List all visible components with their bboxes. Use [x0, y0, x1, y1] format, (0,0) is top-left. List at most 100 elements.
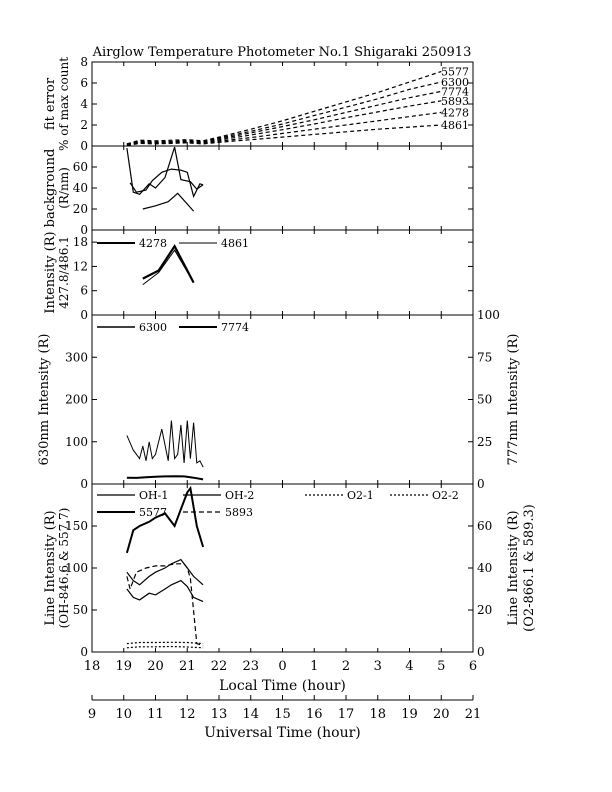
panel-frame-intensity-red — [91, 314, 474, 485]
series-line-6300 — [126, 81, 442, 145]
xtick-label-local: 0 — [278, 659, 286, 674]
xtick-label-ut: 11 — [147, 707, 164, 722]
xtick-label-ut: 18 — [369, 707, 386, 722]
legend-label-4861: 4861 — [221, 237, 249, 250]
series-label-5893: 5893 — [441, 95, 469, 108]
xtick-label-local: 1 — [310, 659, 318, 674]
series-label-4861: 4861 — [441, 119, 469, 132]
legend-label-OH-1: OH-1 — [139, 489, 168, 502]
series-line-6300 — [126, 420, 204, 468]
series-line-background-0 — [126, 146, 204, 195]
series-line-O2-2 — [126, 645, 204, 649]
series-line-5893 — [126, 563, 204, 647]
chart-title: Airglow Temperature Photometer No.1 Shig… — [92, 45, 472, 60]
xtick-label-ut: 20 — [433, 707, 450, 722]
ytick-label: 100 — [65, 435, 88, 449]
series-label-7774: 7774 — [441, 85, 469, 98]
series-line-7774 — [126, 475, 204, 481]
xtick-label-local: 19 — [115, 659, 132, 674]
legend-label-OH-2: OH-2 — [225, 489, 254, 502]
legend-label-O2-2: O2-2 — [432, 489, 459, 502]
ytick-label: 40 — [73, 181, 88, 195]
ytick-label: 0 — [80, 308, 88, 322]
xtick-label-local: 22 — [211, 659, 228, 674]
ytick-label-right: 75 — [477, 350, 492, 364]
ylabel: Line Intensity (R) — [43, 510, 58, 625]
ytick-label: 0 — [80, 645, 88, 659]
legend-label-5893: 5893 — [225, 506, 253, 519]
ytick-label: 60 — [73, 160, 88, 174]
ytick-label: 0 — [80, 223, 88, 237]
series-line-OH-2 — [126, 558, 204, 586]
series-line-background-1 — [129, 168, 204, 199]
ytick-label: 100 — [65, 561, 88, 575]
ylabel-sub: 427.8/486.1 — [57, 236, 71, 309]
ylabel: Intensity (R) — [43, 231, 58, 313]
xtick-label-ut: 14 — [242, 707, 259, 722]
ytick-label: 8 — [80, 55, 88, 69]
series-label-4278: 4278 — [441, 106, 469, 119]
xtick-label-ut: 19 — [401, 707, 418, 722]
xtick-label-ut: 9 — [88, 707, 96, 722]
ytick-label: 150 — [65, 519, 88, 533]
xtick-label-ut: 13 — [211, 707, 228, 722]
xtick-label-local: 4 — [405, 659, 413, 674]
ytick-label: 50 — [73, 603, 88, 617]
ytick-label: 6 — [80, 284, 88, 298]
series-line-4861 — [126, 124, 442, 147]
xtick-label-ut: 21 — [465, 707, 482, 722]
ytick-label-right: 0 — [477, 645, 485, 659]
xtick-label-ut: 10 — [115, 707, 132, 722]
xtick-label-local: 6 — [469, 659, 477, 674]
series-line-4278 — [142, 244, 195, 284]
ylabel-right: Line Intensity (R) — [506, 510, 521, 625]
ytick-label: 200 — [65, 393, 88, 407]
legend-label-4278: 4278 — [139, 237, 167, 250]
ylabel-sub: (OH-846.6 & 557.7) — [57, 508, 71, 629]
xtick-label-ut: 16 — [306, 707, 323, 722]
series-line-5893 — [126, 100, 442, 146]
ylabel: background — [43, 149, 58, 228]
xtick-label-local: 3 — [374, 659, 382, 674]
series-line-OH-1 — [126, 579, 204, 603]
legend-label-O2-1: O2-1 — [347, 489, 374, 502]
xtick-label-local: 5 — [437, 659, 445, 674]
ylabel: 630nm Intensity (R) — [37, 334, 52, 466]
panel-frame-background — [91, 145, 474, 231]
ytick-label-right: 60 — [477, 519, 492, 533]
ytick-label: 20 — [73, 202, 88, 216]
series-line-O2-1 — [126, 641, 204, 645]
ytick-label-right: 0 — [477, 477, 485, 491]
series-line-background-2 — [142, 192, 195, 212]
xtick-label-local: 2 — [342, 659, 350, 674]
ytick-label: 12 — [73, 259, 88, 273]
legend-label-6300: 6300 — [139, 321, 167, 334]
ytick-label-right: 20 — [477, 603, 492, 617]
xlabel-local: Local Time (hour) — [219, 678, 346, 694]
xtick-label-local: 23 — [242, 659, 259, 674]
ylabel-right-sub: (O2-866.1 & 589.3) — [522, 504, 537, 632]
ylabel-sub: (R/nm) — [57, 167, 71, 209]
ytick-label: 0 — [80, 139, 88, 153]
ytick-label: 300 — [65, 350, 88, 364]
xtick-label-local: 18 — [84, 659, 101, 674]
series-line-5577 — [126, 70, 442, 145]
xtick-label-local: 20 — [147, 659, 164, 674]
ytick-label: 0 — [80, 477, 88, 491]
legend-label-7774: 7774 — [221, 321, 249, 334]
ytick-label-right: 100 — [477, 308, 500, 322]
ylabel-sub: % of max count — [57, 57, 71, 151]
ytick-label: 18 — [73, 235, 88, 249]
ytick-label: 4 — [80, 97, 88, 111]
ytick-label-right: 50 — [477, 393, 492, 407]
ylabel: fit error — [43, 77, 58, 130]
xtick-label-local: 21 — [179, 659, 196, 674]
legend-label-5577: 5577 — [139, 506, 167, 519]
ylabel-right: 777nm Intensity (R) — [506, 334, 521, 466]
series-label-5577: 5577 — [441, 65, 469, 78]
ytick-label-right: 25 — [477, 435, 492, 449]
ytick-label: 2 — [80, 118, 88, 132]
xtick-label-ut: 12 — [179, 707, 196, 722]
